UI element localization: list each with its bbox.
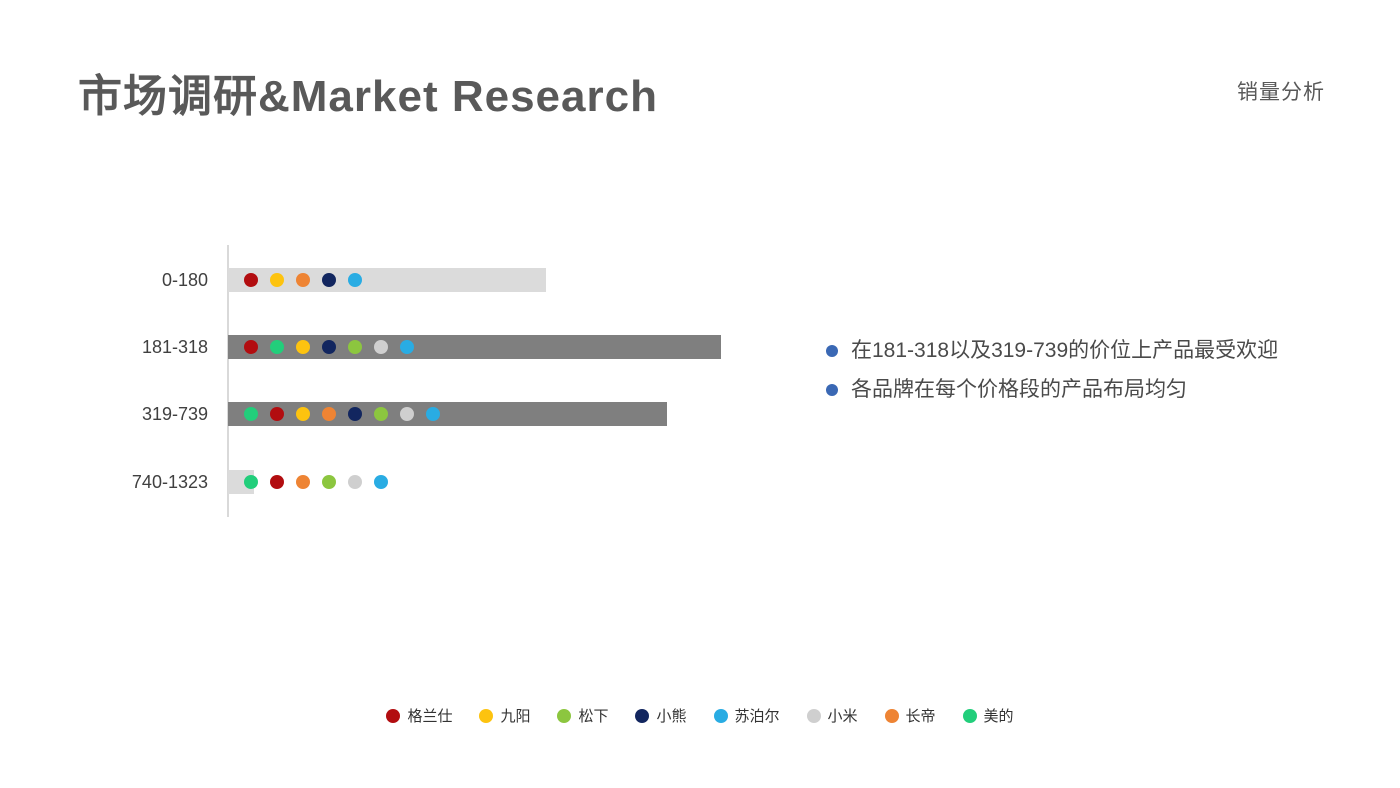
page-subtitle: 销量分析 <box>1237 81 1325 104</box>
legend-dot-icon <box>962 708 977 723</box>
brand-dot-九阳 <box>296 407 310 421</box>
brand-dot-格兰仕 <box>244 273 258 287</box>
brand-dot-小熊 <box>322 273 336 287</box>
legend-label: 美的 <box>983 708 1014 725</box>
brand-dot-九阳 <box>270 273 284 287</box>
legend-item-长帝: 长帝 <box>884 705 936 726</box>
chart-row-0-180: 0-180 <box>0 268 1400 292</box>
legend-label: 长帝 <box>905 708 936 725</box>
legend-dot-icon <box>884 708 899 723</box>
page-title: 市场调研&Market Research <box>78 72 658 121</box>
legend-item-松下: 松下 <box>557 705 608 726</box>
legend-item-小熊: 小熊 <box>635 705 687 726</box>
brand-dot-苏泊尔 <box>400 340 414 354</box>
chart-y-axis <box>227 245 229 517</box>
bullet-icon <box>826 344 838 357</box>
chart-row-740-1323: 740-1323 <box>0 470 1400 494</box>
legend-label: 苏泊尔 <box>734 708 780 725</box>
brand-dot-格兰仕 <box>270 407 284 421</box>
brand-dot-格兰仕 <box>270 475 284 489</box>
legend-label: 九阳 <box>500 708 531 725</box>
legend-item-九阳: 九阳 <box>479 705 530 726</box>
legend-item-格兰仕: 格兰仕 <box>386 705 452 726</box>
category-label: 740-1323 <box>131 472 208 492</box>
brand-dot-格兰仕 <box>244 340 258 354</box>
category-label: 0-180 <box>161 270 208 290</box>
bullet-icon <box>826 383 838 396</box>
brand-dot-长帝 <box>322 407 336 421</box>
insights-list: 在181-318以及319-739的价位上产品最受欢迎 各品牌在每个价格段的产品布… <box>826 337 1278 415</box>
brand-dot-九阳 <box>296 340 310 354</box>
legend-dot-icon <box>806 708 821 723</box>
legend-label: 小熊 <box>656 708 687 725</box>
brand-dot-苏泊尔 <box>374 475 388 489</box>
chart-row-181-318: 181-318 <box>0 335 1400 359</box>
brand-dot-美的 <box>244 407 258 421</box>
brand-dot-松下 <box>374 407 388 421</box>
chart-legend: 格兰仕 九阳 松下 小熊 苏泊尔 小米 长帝 美的 <box>0 705 1400 726</box>
category-label: 319-739 <box>141 404 208 424</box>
legend-dot-icon <box>635 708 650 723</box>
legend-label: 松下 <box>578 708 609 725</box>
legend-item-小米: 小米 <box>806 705 858 726</box>
legend-item-苏泊尔: 苏泊尔 <box>713 705 780 726</box>
legend-dot-icon <box>479 708 494 723</box>
brand-dot-小米 <box>374 340 388 354</box>
brand-dot-小熊 <box>322 340 336 354</box>
legend-dot-icon <box>557 708 572 723</box>
insight-item: 各品牌在每个价格段的产品布局均匀 <box>826 376 1278 403</box>
legend-label: 小米 <box>827 708 858 725</box>
category-label: 181-318 <box>141 337 208 357</box>
brand-dot-小米 <box>348 475 362 489</box>
brand-dot-美的 <box>244 475 258 489</box>
legend-dot-icon <box>386 708 401 723</box>
brand-dot-苏泊尔 <box>348 273 362 287</box>
legend-label: 格兰仕 <box>407 708 453 725</box>
brand-dot-长帝 <box>296 273 310 287</box>
chart-row-319-739: 319-739 <box>0 402 1400 426</box>
insight-item: 在181-318以及319-739的价位上产品最受欢迎 <box>826 337 1278 364</box>
brand-dot-松下 <box>348 340 362 354</box>
brand-dot-美的 <box>270 340 284 354</box>
brand-dot-苏泊尔 <box>426 407 440 421</box>
price-band-bar <box>228 335 721 359</box>
brand-dot-长帝 <box>296 475 310 489</box>
price-band-bar <box>228 402 667 426</box>
insight-text: 各品牌在每个价格段的产品布局均匀 <box>851 378 1187 401</box>
legend-item-美的: 美的 <box>962 705 1014 726</box>
brand-dot-小熊 <box>348 407 362 421</box>
legend-dot-icon <box>713 708 728 723</box>
brand-dot-小米 <box>400 407 414 421</box>
insight-text: 在181-318以及319-739的价位上产品最受欢迎 <box>851 339 1279 362</box>
brand-dot-松下 <box>322 475 336 489</box>
